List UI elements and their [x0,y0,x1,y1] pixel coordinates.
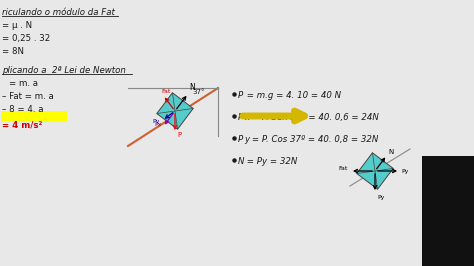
FancyBboxPatch shape [1,111,67,122]
Text: Py: Py [401,169,409,174]
Text: = 8N: = 8N [2,47,24,56]
Text: x = P. Sen 37º = 40. 0,6 = 24N: x = P. Sen 37º = 40. 0,6 = 24N [244,113,379,122]
Text: = Py = 32N: = Py = 32N [244,157,297,166]
Text: = m. a: = m. a [2,79,38,88]
Text: = μ . N: = μ . N [2,21,32,30]
Text: riculando o módulo da Fat: riculando o módulo da Fat [2,8,115,17]
Text: 37°: 37° [192,89,204,95]
Text: Py: Py [152,119,160,124]
Polygon shape [157,93,193,129]
Text: = m.g = 4. 10 = 40 N: = m.g = 4. 10 = 40 N [244,91,341,100]
Text: N: N [238,157,245,166]
Text: N: N [189,84,195,92]
Text: P: P [238,91,243,100]
Text: – 8 = 4. a: – 8 = 4. a [2,105,44,114]
Polygon shape [357,153,393,189]
FancyBboxPatch shape [422,156,474,266]
Text: = 0,25 . 32: = 0,25 . 32 [2,34,50,43]
Text: = 4 m/s²: = 4 m/s² [2,121,42,130]
Text: P: P [177,132,181,138]
Text: Fat: Fat [338,166,347,171]
Text: P: P [238,113,243,122]
Text: – Fat = m. a: – Fat = m. a [2,92,54,101]
Text: y = P. Cos 37º = 40. 0,8 = 32N: y = P. Cos 37º = 40. 0,8 = 32N [244,135,378,144]
Text: Px: Px [154,122,161,127]
Text: N: N [388,149,393,155]
Text: plicando a  2ª Lei de Newton: plicando a 2ª Lei de Newton [2,66,126,75]
Text: P: P [238,135,243,144]
Text: Py: Py [377,195,384,200]
Text: Fat: Fat [161,89,170,94]
